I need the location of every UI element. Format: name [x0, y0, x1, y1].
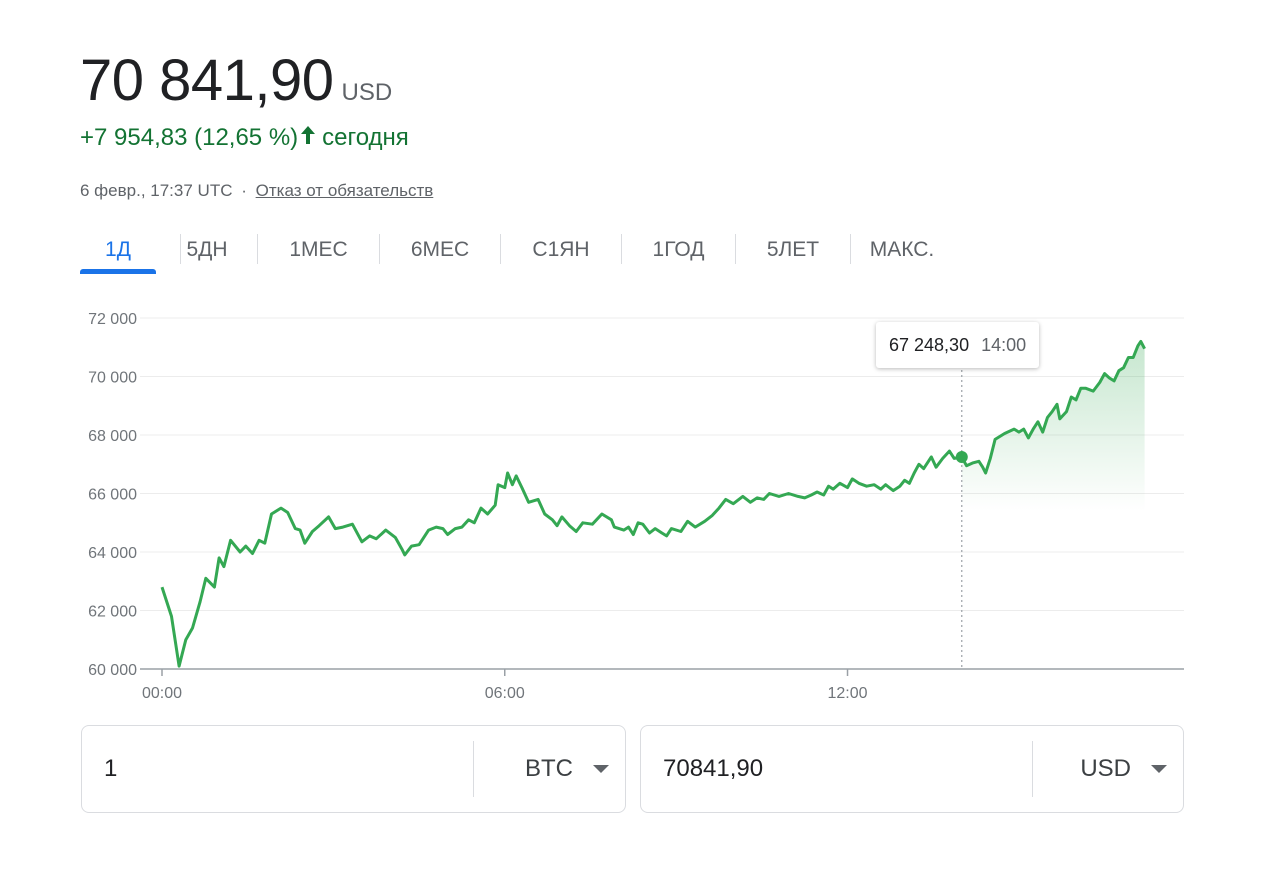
tab-divider: [257, 234, 258, 264]
price-line: [160, 339, 1146, 668]
quote-header: 70 841,90 USD: [80, 52, 392, 110]
price-change: +7 954,83 (12,65 %) сегодня: [80, 124, 409, 152]
from-currency-select[interactable]: BTC: [474, 726, 625, 812]
tab-5y[interactable]: 5ЛЕТ: [766, 238, 820, 261]
tab-1d[interactable]: 1Д: [80, 226, 156, 274]
from-amount-input[interactable]: [82, 726, 474, 812]
arrow-up-icon: [300, 124, 316, 152]
converter-divider: [1032, 741, 1034, 797]
hover-point: [955, 450, 968, 463]
y-axis-labels: 60 000 62 000 64 000 66 000 68 000 70 000 72 0…: [88, 311, 137, 679]
tab-ytd[interactable]: С1ЯН: [532, 238, 590, 261]
tab-max[interactable]: МАКС.: [869, 238, 935, 261]
y-tick-label: 72 000: [88, 311, 137, 328]
tooltip-value: 67 248,30: [889, 334, 970, 355]
x-tick-label: 00:00: [142, 685, 182, 702]
tab-divider: [735, 234, 736, 264]
converter-from: BTC: [81, 725, 626, 813]
x-tick-label: 12:00: [827, 685, 867, 702]
tab-divider: [500, 234, 501, 264]
tab-divider: [379, 234, 380, 264]
price-change-value: +7 954,83 (12,65 %): [80, 124, 299, 151]
to-currency-label: USD: [1080, 755, 1131, 782]
tab-divider: [850, 234, 851, 264]
x-axis-labels: 00:00 06:00 12:00: [142, 669, 868, 702]
y-tick-label: 62 000: [88, 604, 137, 621]
chevron-down-icon: [1151, 765, 1167, 773]
tooltip-time: 14:00: [981, 334, 1027, 355]
to-currency-select[interactable]: USD: [1033, 726, 1183, 812]
converter-divider: [473, 741, 475, 797]
to-amount-input[interactable]: [641, 726, 1033, 812]
y-tick-label: 68 000: [88, 428, 137, 445]
y-tick-label: 60 000: [88, 662, 137, 679]
converter-to: USD: [640, 725, 1184, 813]
quote-timestamp: 6 февр., 17:37 UTC: [80, 181, 233, 200]
chevron-down-icon: [593, 765, 609, 773]
from-currency-label: BTC: [525, 755, 573, 782]
quote-meta: 6 февр., 17:37 UTC · Отказ от обязательс…: [80, 181, 433, 201]
current-price: 70 841,90: [80, 48, 334, 113]
x-tick-label: 06:00: [485, 685, 525, 702]
disclaimer-link[interactable]: Отказ от обязательств: [255, 181, 434, 200]
y-tick-label: 66 000: [88, 487, 137, 504]
tab-6m[interactable]: 6МЕС: [410, 238, 470, 261]
tab-1y[interactable]: 1ГОД: [652, 238, 705, 261]
range-tabs: 1Д 5ДН 1МЕС 6МЕС С1ЯН 1ГОД 5ЛЕТ МАКС.: [80, 226, 953, 274]
y-tick-label: 70 000: [88, 370, 137, 387]
tab-5d[interactable]: 5ДН: [186, 238, 228, 261]
y-tick-label: 64 000: [88, 545, 137, 562]
price-chart[interactable]: 60 000 62 000 64 000 66 000 68 000 70 000 72 0…: [0, 290, 1280, 710]
price-change-period: сегодня: [322, 124, 409, 151]
tab-1m[interactable]: 1МЕС: [289, 238, 348, 261]
chart-tooltip: 67 248,30 14:00: [876, 322, 1040, 368]
price-currency: USD: [341, 79, 393, 106]
meta-separator: ·: [241, 181, 247, 200]
tab-divider: [621, 234, 622, 264]
tab-divider: [180, 234, 181, 264]
